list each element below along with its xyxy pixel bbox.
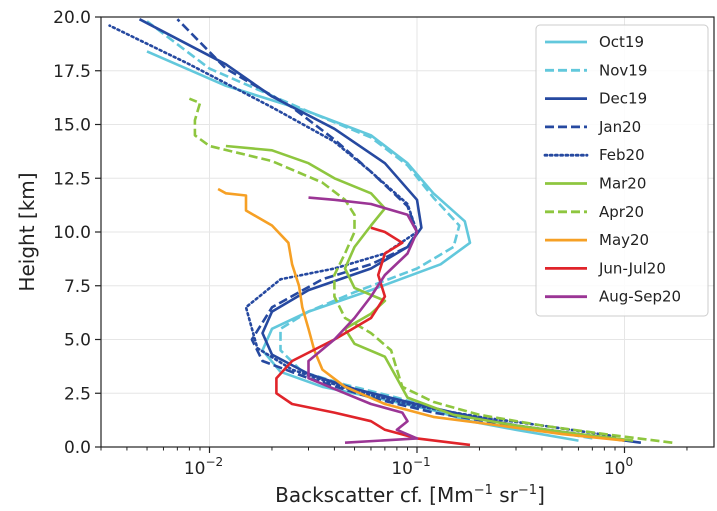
legend-entry-label: Jan20 bbox=[598, 118, 641, 136]
legend-entry-label: May20 bbox=[599, 231, 649, 249]
legend-entry-label: Dec19 bbox=[599, 90, 647, 108]
series-line-aug-sep20 bbox=[307, 196, 419, 444]
legend-entry-label: Oct19 bbox=[599, 33, 644, 51]
y-tick-label: 7.5 bbox=[64, 277, 91, 297]
axis-ticks: 10−2 10−1 1000.02.55.07.510.012.515.017.52… bbox=[53, 8, 688, 479]
x-axis-label-sup2: −1 bbox=[518, 483, 537, 498]
x-tick-base: 10 bbox=[604, 459, 626, 479]
series-line-jun-jul20 bbox=[275, 226, 471, 447]
legend-entry-label: Jun-Jul20 bbox=[598, 259, 666, 277]
y-axis-label: Height [km] bbox=[15, 172, 39, 291]
x-tick-label: 10−1 bbox=[391, 455, 430, 479]
legend-entry-label: Feb20 bbox=[599, 146, 645, 164]
y-tick-label: 0.0 bbox=[64, 438, 91, 458]
x-axis-label-main: Backscatter cf. [Mm bbox=[275, 483, 474, 507]
x-axis-label-sup1: −1 bbox=[474, 483, 493, 498]
y-tick-label: 5.0 bbox=[64, 331, 91, 351]
series-line-feb20 bbox=[108, 24, 617, 438]
y-tick-label: 12.5 bbox=[53, 169, 91, 189]
legend-entry-label: Apr20 bbox=[599, 203, 644, 221]
legend-entry-label: Mar20 bbox=[599, 175, 646, 193]
y-tick-label: 10.0 bbox=[53, 223, 91, 243]
y-tick-label: 15.0 bbox=[53, 116, 91, 136]
x-tick-exp: −1 bbox=[413, 455, 431, 469]
x-tick-base: 10 bbox=[184, 459, 206, 479]
x-tick-label: 10−2 bbox=[184, 455, 223, 479]
y-tick-label: 2.5 bbox=[64, 384, 91, 404]
series-line-apr20 bbox=[188, 97, 673, 444]
y-tick-label: 17.5 bbox=[53, 62, 91, 82]
series-line-nov19 bbox=[146, 20, 593, 440]
series-line-may20 bbox=[217, 187, 625, 442]
series-line-mar20 bbox=[225, 144, 634, 442]
series-line-oct19 bbox=[146, 50, 579, 442]
legend: Oct19 Nov19 Dec19 Jan20 Feb20 Mar20 Apr20 May20… bbox=[535, 24, 709, 317]
legend-entry-label: Nov19 bbox=[599, 61, 647, 79]
x-tick-base: 10 bbox=[391, 459, 413, 479]
x-axis-label-end: ] bbox=[537, 483, 545, 507]
x-tick-exp: 0 bbox=[625, 455, 633, 469]
y-tick-label: 20.0 bbox=[53, 8, 91, 28]
x-tick-exp: −2 bbox=[205, 455, 223, 469]
legend-entry-label: Aug-Sep20 bbox=[599, 288, 681, 306]
x-tick-label: 100 bbox=[604, 455, 633, 479]
series-lines bbox=[108, 18, 673, 447]
x-axis-label: Backscatter cf. [Mm−1 sr−1] bbox=[275, 483, 545, 507]
x-axis-label-mid: sr bbox=[493, 483, 519, 507]
